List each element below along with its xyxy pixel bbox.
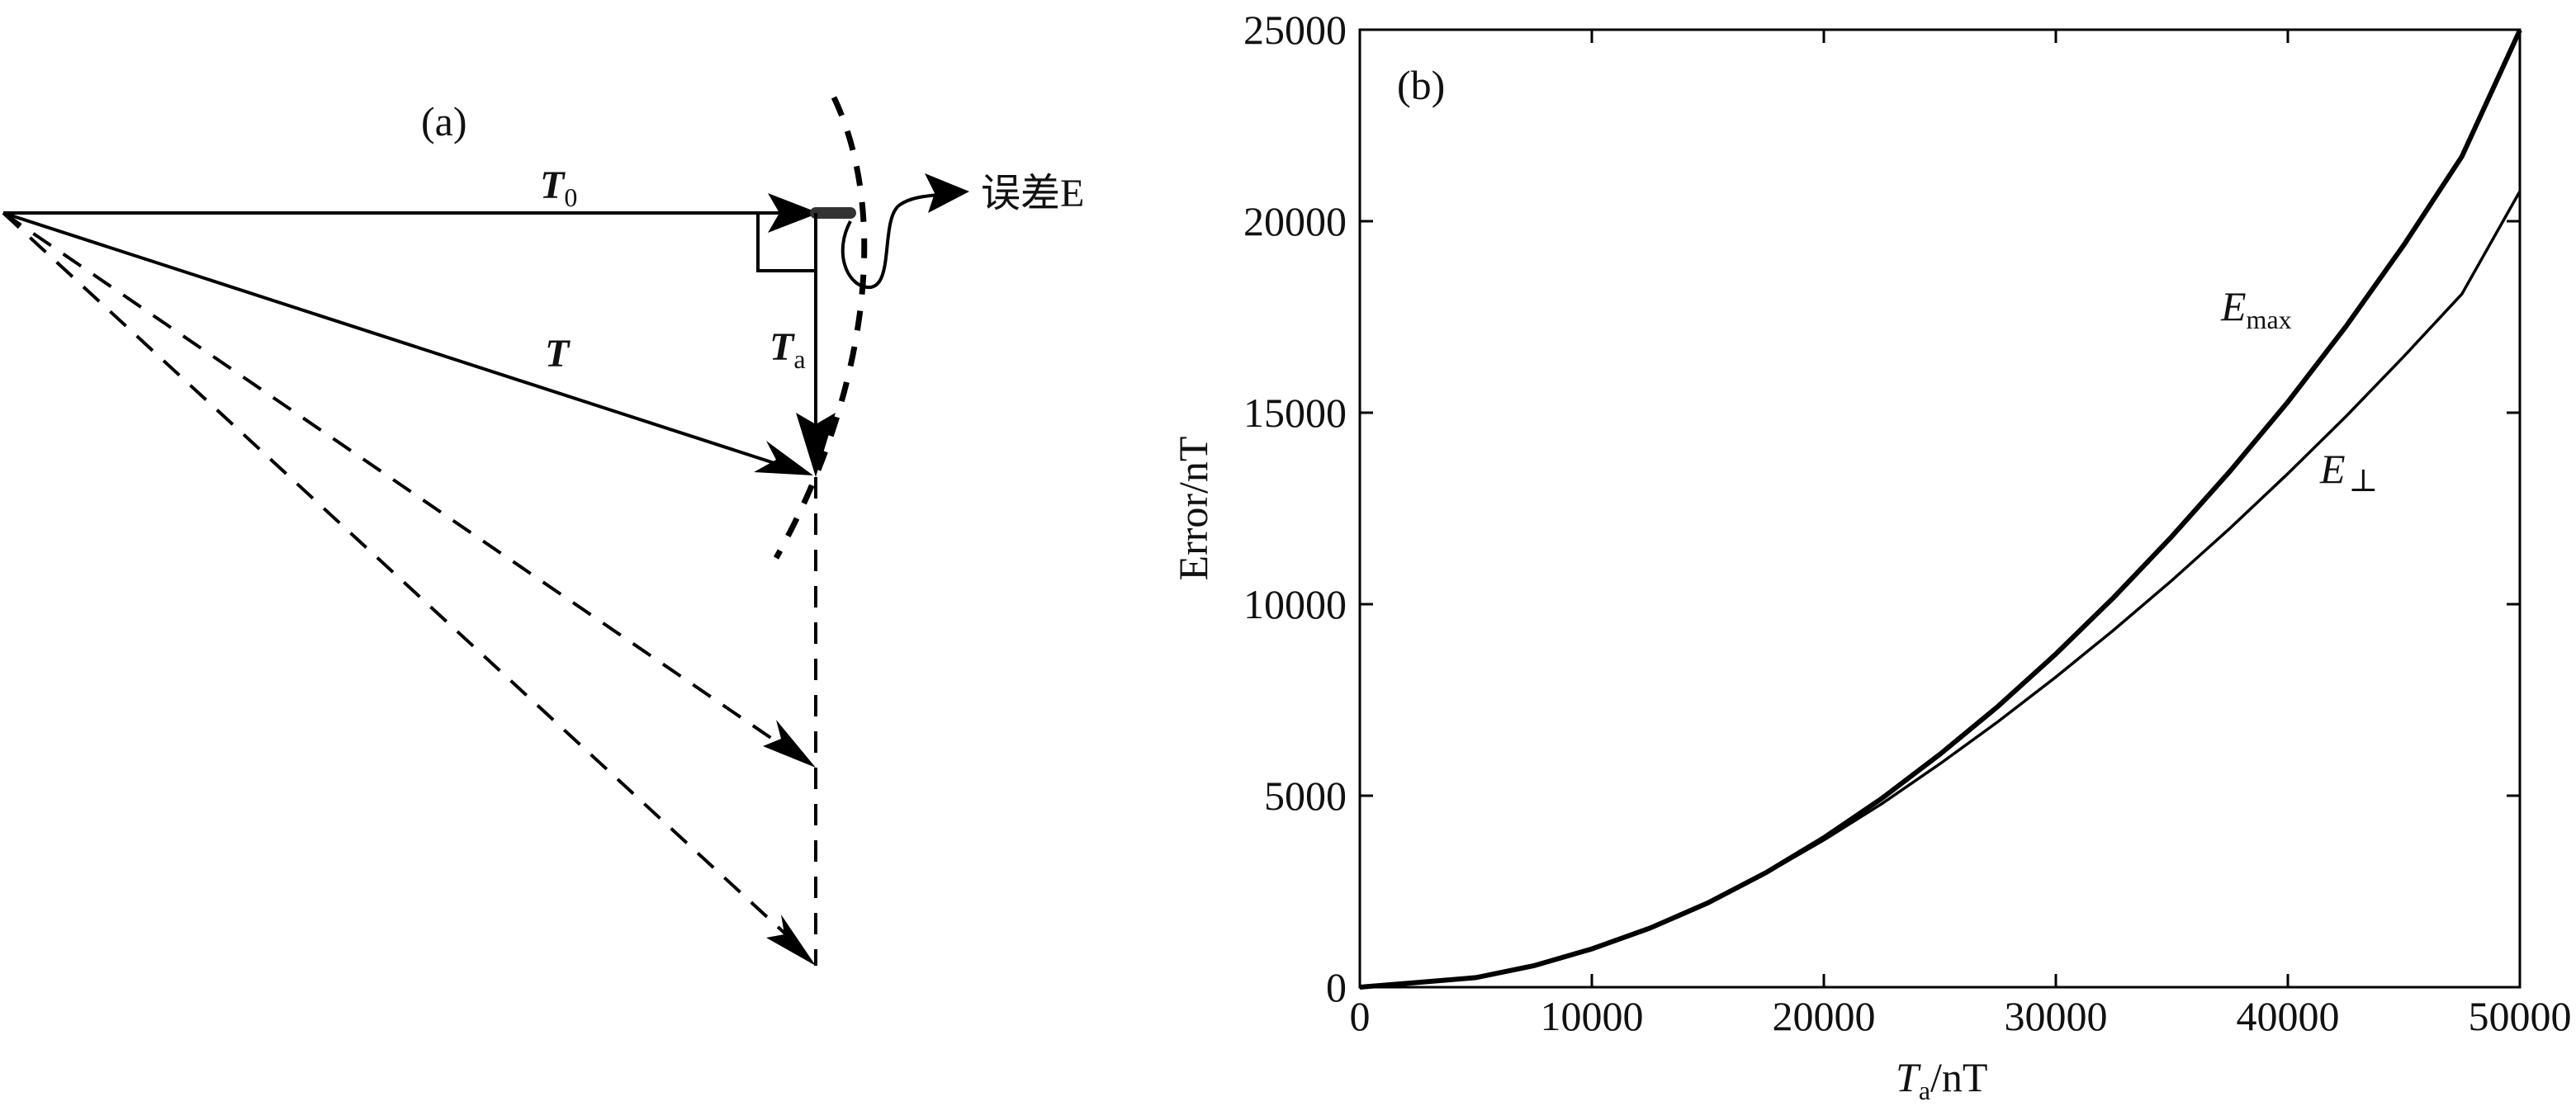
- series-lines: [1359, 29, 2522, 990]
- label-ta-symbol: T: [769, 325, 795, 369]
- error-pointer-arrowhead: [925, 173, 969, 213]
- error-pointer-curve: [841, 193, 939, 290]
- dashed-vector-2-arrowhead: [766, 915, 816, 966]
- right-angle-marker: [756, 213, 816, 272]
- vector-t0-arrowhead: [768, 193, 819, 233]
- x-tick-label: 30000: [2005, 993, 2108, 1039]
- y-tick-label: 20000: [1243, 198, 1347, 244]
- x-tick-label: 50000: [2469, 993, 2572, 1039]
- x-axis-title-sub: a: [1919, 1076, 1930, 1105]
- y-tick-label: 10000: [1243, 581, 1347, 627]
- plot-frame: [1358, 28, 2522, 989]
- series-line-emax: [1359, 29, 2522, 990]
- y-tick-label: 5000: [1264, 773, 1347, 819]
- dashed-vector-1: [2, 211, 794, 754]
- vector-ta-arrowhead: [796, 413, 836, 477]
- label-ta: Ta: [769, 325, 806, 374]
- error-label: 误差E: [981, 172, 1084, 215]
- series-label-eperp: E ⊥: [2319, 446, 2378, 499]
- dashed-vector-1-arrowhead: [763, 720, 816, 768]
- panel-b-label: (b): [1397, 62, 1445, 108]
- y-tick-label: 25000: [1243, 7, 1347, 53]
- x-axis-tick-labels: 0 10000 20000 30000 40000 50000: [1350, 993, 2572, 1039]
- label-t0: T0: [540, 163, 577, 212]
- series-label-eperp-sub: ⊥: [2349, 464, 2379, 499]
- y-tick-label: 15000: [1243, 390, 1347, 436]
- label-t0-subscript: 0: [564, 182, 577, 212]
- series-label-emax-sub: max: [2247, 305, 2292, 334]
- series-label-eperp-main: E: [2319, 446, 2346, 492]
- vector-t-arrowhead: [754, 441, 813, 475]
- label-t: T: [545, 332, 571, 376]
- dashed-vector-2: [2, 211, 799, 947]
- dashed-arc: [773, 96, 868, 560]
- x-axis-title-unit: /nT: [1930, 1054, 1987, 1100]
- series-label-emax-main: E: [2220, 283, 2247, 329]
- y-axis-ticks: [1360, 28, 2520, 989]
- vector-t-line: [2, 211, 785, 468]
- error-chart: 0 10000 20000 30000 40000 50000 0 5000 10000 150…: [1170, 7, 2572, 1105]
- y-tick-label: 0: [1326, 964, 1347, 1010]
- label-t0-symbol: T: [540, 163, 566, 207]
- x-tick-label: 20000: [1773, 993, 1876, 1039]
- y-axis-tick-labels: 0 5000 10000 15000 20000 25000: [1243, 7, 1347, 1010]
- x-tick-label: 40000: [2237, 993, 2340, 1039]
- vector-diagram: (a) T0 T Ta 误差E: [2, 96, 1084, 966]
- x-tick-label: 0: [1350, 993, 1371, 1039]
- panel-a-label: (a): [421, 98, 467, 144]
- x-axis-ticks: [1358, 30, 2522, 987]
- series-line-eperp: [1359, 190, 2522, 989]
- x-axis-title: Ta/nT: [1896, 1054, 1987, 1105]
- x-axis-title-main: T: [1896, 1054, 1921, 1100]
- x-tick-label: 10000: [1541, 993, 1644, 1039]
- series-label-emax: Emax: [2220, 283, 2292, 334]
- y-axis-title: Error/nT: [1170, 437, 1216, 581]
- label-ta-subscript: a: [793, 344, 805, 374]
